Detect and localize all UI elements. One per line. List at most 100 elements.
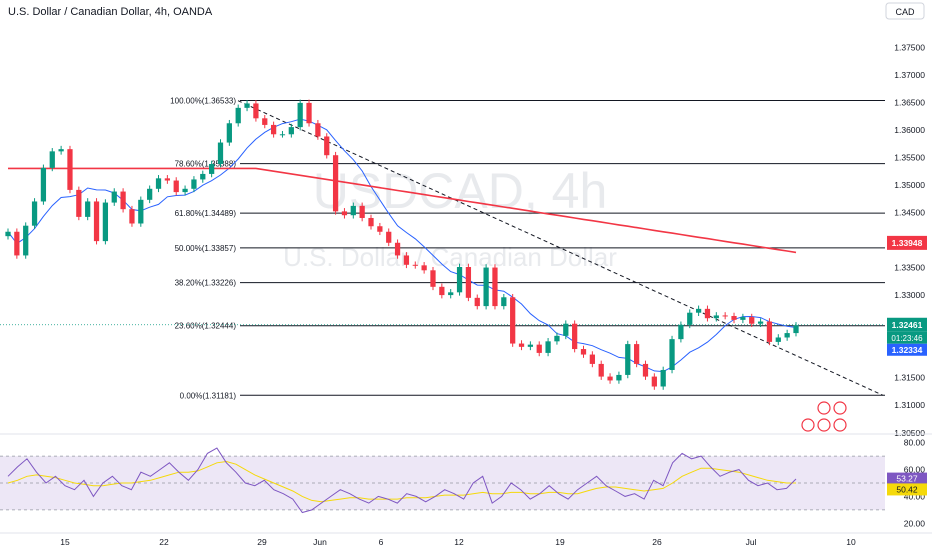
economic-events[interactable]: [801, 401, 847, 432]
candle: [253, 100, 259, 122]
candle-body: [695, 308, 702, 313]
rsi-line: [7, 447, 797, 514]
candle-body: [244, 103, 250, 108]
fib-level-label: 23.60%(1.32444): [175, 322, 237, 331]
candle-body: [607, 376, 613, 381]
candle-body: [749, 317, 755, 324]
candle: [563, 320, 569, 340]
slow-ma-price-tag-bg: [887, 235, 927, 250]
candle-body: [704, 308, 711, 319]
candle-body: [209, 164, 215, 174]
candle-body: [217, 142, 224, 165]
candle: [191, 176, 197, 193]
currency-label: CAD: [895, 7, 915, 17]
candle: [704, 305, 711, 322]
candle: [607, 373, 613, 384]
fib-level-label: 61.80%(1.34489): [175, 209, 237, 218]
candle-body: [138, 199, 144, 224]
time-tick-label: 19: [555, 537, 565, 547]
fibonacci-retracement[interactable]: 100.00%(1.36533) 78.60%(1.35388) 61.80%(1.…: [0, 97, 885, 401]
candle-body: [722, 315, 728, 317]
fib-level-label: 38.20%(1.33226): [175, 279, 237, 288]
candle: [85, 198, 91, 221]
candle: [678, 321, 684, 343]
candle: [182, 185, 188, 196]
last-price-tag-bg: [887, 317, 927, 332]
rsi-band: [0, 456, 885, 510]
candle-body: [49, 151, 55, 168]
candle: [217, 139, 224, 168]
fast-ma-price-tag-bg: [887, 343, 927, 356]
currency-button[interactable]: CAD: [885, 2, 925, 20]
candle-body: [58, 149, 64, 152]
candle-body: [775, 337, 781, 342]
candle-body: [625, 344, 631, 375]
candle: [757, 318, 764, 328]
last-price-tag-text: 1.32461: [892, 320, 923, 330]
price-tick-label: 1.35500: [894, 152, 925, 162]
candle: [731, 312, 737, 324]
candle-body: [501, 297, 507, 307]
candle-body: [111, 191, 117, 203]
candle: [722, 312, 728, 320]
price-axis[interactable]: 1.37500 1.37000 1.36500 1.36000 1.35500 1.350…: [887, 42, 927, 438]
candle: [766, 318, 773, 346]
candle-body: [76, 189, 82, 217]
candle-body: [200, 173, 206, 180]
candle: [660, 366, 666, 390]
candle-body: [713, 315, 719, 319]
rsi-tick-label: 80.00: [904, 438, 926, 448]
candle: [501, 293, 507, 310]
time-tick-label: 26: [652, 537, 662, 547]
candle-body: [580, 349, 587, 355]
candle-body: [120, 191, 126, 210]
candle-body: [589, 354, 595, 364]
price-tick-label: 1.34500: [894, 207, 925, 217]
candle: [474, 294, 480, 310]
candle: [580, 345, 587, 358]
price-tick-label: 1.36000: [894, 125, 925, 135]
signal-value-tag-bg: [887, 483, 927, 496]
candle: [412, 261, 418, 269]
candle-body: [394, 242, 401, 256]
candle-body: [536, 344, 542, 353]
candle: [687, 309, 693, 329]
candle: [527, 341, 534, 351]
candle-body: [678, 324, 684, 340]
candle: [403, 252, 410, 269]
candle: [270, 121, 277, 138]
candle-body: [518, 343, 525, 347]
candle: [554, 332, 560, 345]
candle: [244, 100, 250, 112]
fib-level-label: 0.00%(1.31181): [180, 391, 237, 400]
candle: [598, 360, 604, 380]
candle-body: [279, 134, 286, 136]
candle: [421, 262, 427, 274]
candle-body: [545, 341, 551, 353]
candle-body: [642, 363, 649, 377]
time-tick-label: 10: [846, 537, 856, 547]
trendline-layer[interactable]: [237, 100, 884, 396]
candle: [23, 222, 29, 259]
candle: [642, 360, 649, 380]
time-tick-label: 6: [379, 537, 384, 547]
candle-body: [660, 369, 666, 387]
candle-body: [634, 344, 640, 364]
candle-body: [315, 123, 321, 137]
candle-body: [554, 335, 560, 342]
candle-body: [439, 286, 445, 296]
candle: [518, 340, 525, 351]
candle: [545, 338, 551, 357]
time-axis[interactable]: 15 22 29 Jun 6 12 19 26 Jul 10: [0, 532, 932, 547]
candle: [377, 222, 383, 236]
price-tick-label: 1.31500: [894, 373, 925, 383]
downtrend-line: [237, 100, 884, 396]
candle-body: [147, 188, 153, 200]
time-tick-label: Jul: [746, 537, 757, 547]
candle: [76, 186, 82, 221]
event-flag-icon: [833, 418, 847, 432]
candle: [465, 263, 472, 302]
candle-body: [740, 317, 746, 320]
candle: [138, 196, 144, 227]
